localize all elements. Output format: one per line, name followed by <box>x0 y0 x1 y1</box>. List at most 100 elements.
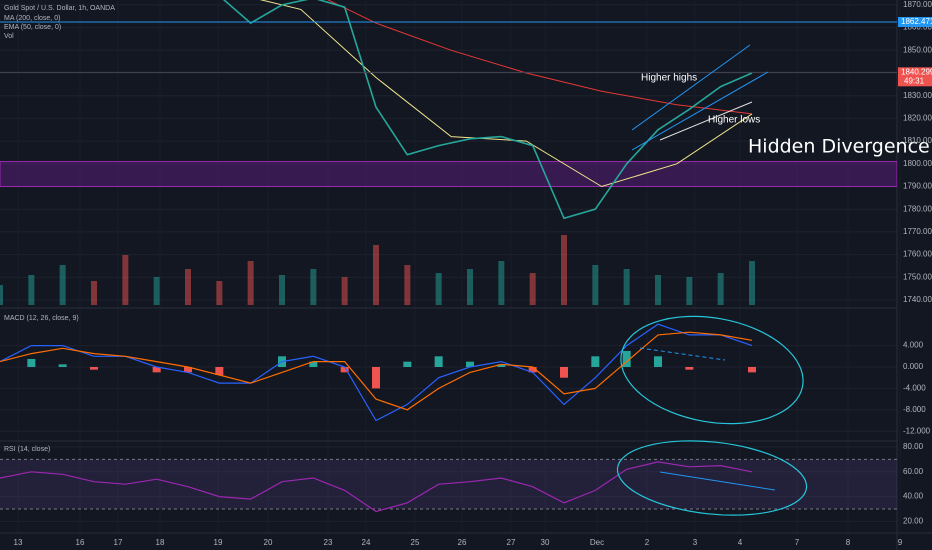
x-tick-label: 24 <box>362 538 371 547</box>
volume-bar <box>717 273 724 305</box>
volume-bar <box>122 255 129 305</box>
drawings <box>616 44 808 516</box>
y-tick-label: 0.000 <box>903 362 924 371</box>
histogram-bar <box>591 356 600 367</box>
histogram-bar <box>27 358 36 367</box>
volume-bar <box>185 269 191 305</box>
histogram-bar <box>528 367 537 373</box>
histogram-bar <box>654 356 662 367</box>
volume-bar <box>467 269 473 305</box>
y-tick-label: 40.00 <box>903 492 924 501</box>
y-tick-label: 1770.000 <box>903 227 932 236</box>
indicator-legend: RSI (14, close) <box>4 446 50 453</box>
histogram-bar <box>466 361 474 367</box>
y-tick-label: 4.000 <box>903 341 924 350</box>
histogram-bar <box>309 361 318 367</box>
macd-pane <box>0 323 756 422</box>
y-tick-label: 1760.000 <box>903 250 932 259</box>
y-tick-label: 1790.000 <box>903 182 932 191</box>
channel-line <box>659 101 753 141</box>
volume-bar <box>529 273 536 305</box>
histogram-bar <box>58 364 67 367</box>
volume-bar <box>686 277 693 305</box>
trend-drawing <box>639 347 726 361</box>
volume-bar <box>561 235 567 305</box>
volume-bar <box>435 273 442 305</box>
y-tick-label: -8.000 <box>903 405 926 414</box>
volume-bar <box>623 269 630 305</box>
rsi-band <box>0 459 897 509</box>
circle-drawing <box>616 440 808 516</box>
indicator-legend: MA (200, close, 0) <box>4 15 60 22</box>
price-pane <box>0 0 897 305</box>
x-tick-label: Dec <box>590 538 604 547</box>
histogram-bar <box>434 356 443 367</box>
histogram-bar <box>622 350 631 367</box>
circle-drawing <box>620 315 804 425</box>
countdown-label: 49:31 <box>904 76 925 85</box>
volume-bar <box>404 265 411 305</box>
annotation: Higher highs <box>641 73 697 84</box>
y-tick-label: 1860.000 <box>903 23 932 32</box>
y-tick-label: 1780.000 <box>903 204 932 213</box>
volume-bar <box>247 261 254 305</box>
x-tick-label: 7 <box>795 538 800 547</box>
price-line <box>222 0 753 220</box>
volume-bar <box>749 261 755 305</box>
price-tag-label: 1840.299 <box>901 67 932 76</box>
x-tick-label: 30 <box>541 538 550 547</box>
annotation: Higher lows <box>708 115 760 126</box>
y-tick-label: -12.000 <box>903 426 931 435</box>
y-tick-label: 1750.000 <box>903 272 932 281</box>
support-zone <box>0 161 897 187</box>
x-tick-label: 9 <box>898 538 903 547</box>
x-tick-label: 16 <box>76 538 85 547</box>
x-tick-label: 18 <box>156 538 165 547</box>
indicator-legend: MACD (12, 26, close, 9) <box>4 315 79 322</box>
indicator-legend: EMA (50, close, 0) <box>4 24 61 31</box>
price-tag-label: 1862.471 <box>901 17 932 26</box>
histogram-bar <box>372 367 380 389</box>
x-tick-label: 3 <box>693 538 698 547</box>
volume-bar <box>279 275 285 305</box>
histogram-bar <box>184 367 192 373</box>
price-tag <box>898 16 932 27</box>
x-tick-label: 23 <box>324 538 333 547</box>
y-tick-label: 1850.000 <box>903 45 932 54</box>
volume-bar <box>310 269 317 305</box>
volume-bar <box>0 285 3 305</box>
x-tick-label: 27 <box>507 538 516 547</box>
y-tick-label: 1820.000 <box>903 114 932 123</box>
x-tick-label: 8 <box>846 538 851 547</box>
volume-bar <box>373 245 379 305</box>
channel-line <box>631 44 751 131</box>
x-tick-label: 19 <box>214 538 223 547</box>
rsi-line <box>0 461 753 513</box>
rsi-pane <box>0 458 897 513</box>
indicator-legend: Vol <box>4 33 14 40</box>
volume-bar <box>59 265 66 305</box>
x-tick-label: 25 <box>411 538 420 547</box>
volume-bar <box>91 281 97 305</box>
y-tick-label: 1800.000 <box>903 159 932 168</box>
histogram-bar <box>497 364 506 367</box>
volume-bar <box>28 275 35 305</box>
x-tick-label: 20 <box>264 538 273 547</box>
x-tick-label: 2 <box>645 538 650 547</box>
y-tick-label: 80.00 <box>903 442 924 451</box>
ma200-line <box>327 0 753 115</box>
y-tick-label: 20.00 <box>903 517 924 526</box>
histogram-bar <box>403 361 412 367</box>
trend-drawing <box>659 471 776 491</box>
x-tick-label: 13 <box>14 538 23 547</box>
histogram-bar <box>560 367 568 378</box>
x-tick-label: 26 <box>458 538 467 547</box>
histogram-bar <box>152 367 161 373</box>
channel-line <box>631 71 769 151</box>
price-tag <box>898 67 932 87</box>
volume-bar <box>498 261 505 305</box>
y-tick-label: 1740.000 <box>903 295 932 304</box>
histogram-bar <box>748 367 756 373</box>
